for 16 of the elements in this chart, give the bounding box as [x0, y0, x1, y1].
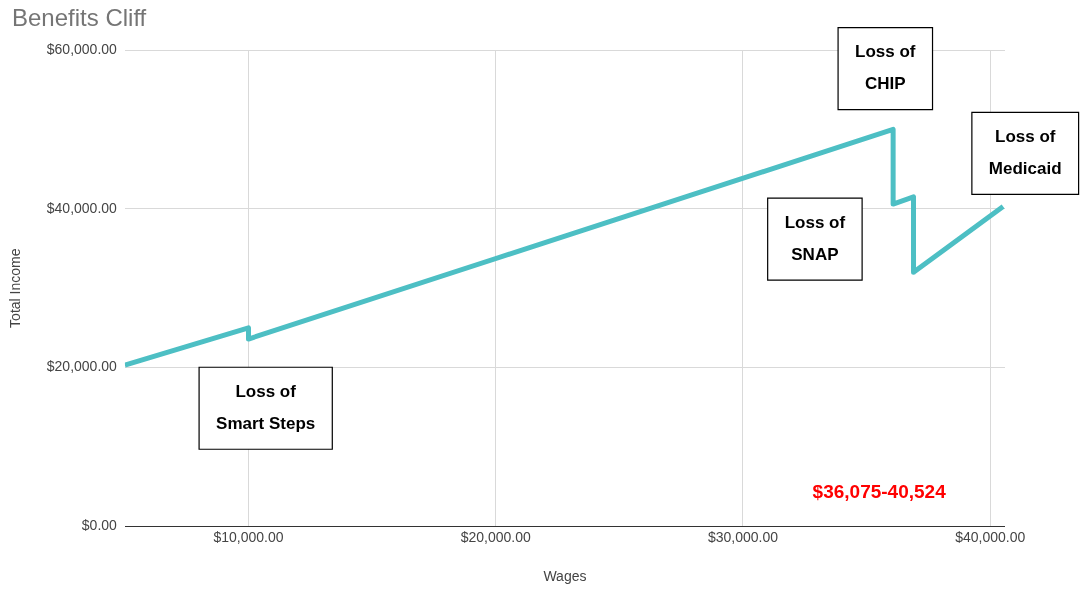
annotation: Loss of SNAP: [784, 212, 846, 264]
y-tick-label: $0.00: [81, 517, 118, 534]
x-tick-label: $40,000.00: [955, 528, 1026, 545]
x-axis-title: Wages: [543, 568, 587, 585]
annotation: Loss of CHIP: [855, 42, 916, 94]
y-tick-label: $40,000.00: [46, 199, 118, 216]
y-axis-title: Total Income: [7, 248, 24, 328]
y-tick-label: $20,000.00: [46, 358, 118, 375]
y-tick-label: $60,000.00: [46, 40, 118, 57]
x-tick-label: $10,000.00: [213, 528, 284, 545]
x-tick-label: $30,000.00: [707, 528, 779, 545]
annotation: Loss of Smart Steps: [216, 381, 316, 433]
annotation: Loss of Medicaid: [988, 127, 1062, 179]
annotation: $36,075-40,524: [812, 481, 947, 503]
x-tick-label: $20,000.00: [460, 528, 531, 545]
chart-title: Benefits Cliff: [12, 4, 147, 32]
